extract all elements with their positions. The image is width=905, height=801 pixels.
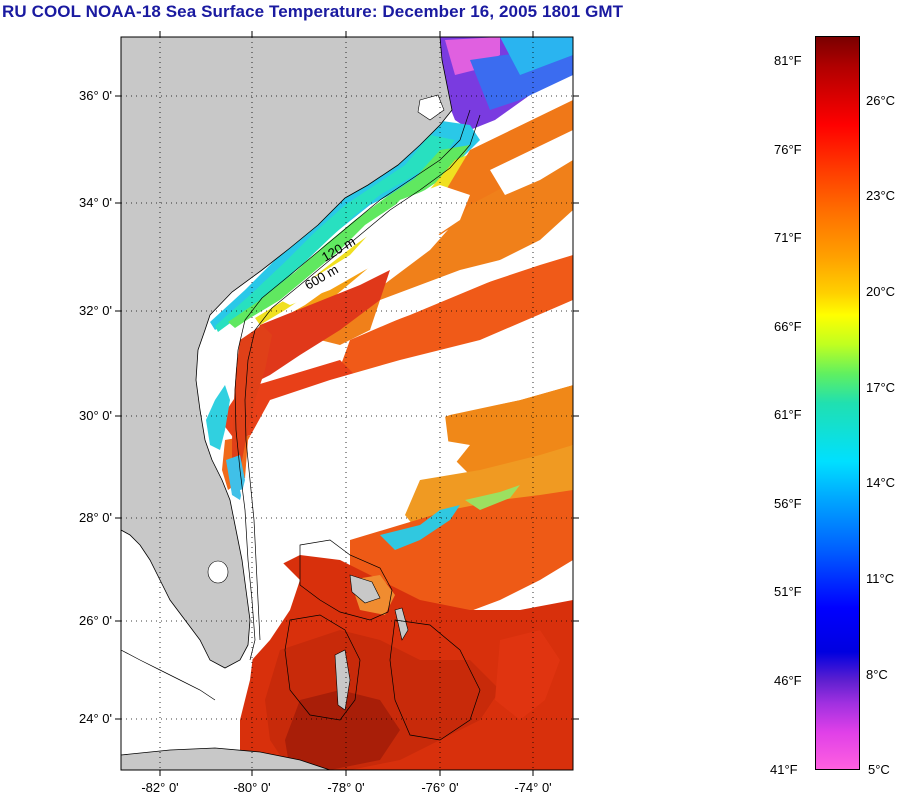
isobath-contours (121, 109, 481, 741)
colorbar-c-label: 20°C (866, 284, 896, 299)
lon-label: -80° 0' (233, 780, 270, 795)
lat-label: 34° 0' (79, 195, 112, 210)
colorbar-f-label: 71°F (774, 230, 802, 245)
grid-lines (121, 37, 573, 770)
axis-ticks (115, 31, 579, 776)
colorbar-c-label: 11°C (866, 571, 895, 586)
lon-label: -78° 0' (327, 780, 364, 795)
lat-label: 24° 0' (79, 711, 112, 726)
colorbar-f-label: 51°F (774, 584, 802, 599)
lat-label: 36° 0' (79, 88, 112, 103)
lat-label: 26° 0' (79, 613, 112, 628)
lat-label: 28° 0' (79, 510, 112, 525)
colorbar-f-label: 66°F (774, 319, 802, 334)
lon-label: -82° 0' (141, 780, 178, 795)
map-border (120, 36, 574, 771)
lon-label: -76° 0' (421, 780, 458, 795)
lon-label: -74° 0' (514, 780, 551, 795)
colorbar-f-label: 61°F (774, 407, 802, 422)
colorbar-f-label: 46°F (774, 673, 802, 688)
page-title: RU COOL NOAA-18 Sea Surface Temperature:… (2, 2, 624, 21)
colorbar-c-label: 26°C (866, 93, 896, 108)
colorbar-c-label: 8°C (866, 667, 888, 682)
colorbar-c-label: 17°C (866, 380, 896, 395)
lat-label: 32° 0' (79, 303, 112, 318)
land-mass (121, 37, 453, 770)
colorbar-f-label: 81°F (774, 53, 802, 68)
colorbar-c-label: 14°C (866, 475, 896, 490)
colorbar-c-label: 23°C (866, 188, 896, 203)
colorbar-f-label: 76°F (774, 142, 802, 157)
lat-label: 30° 0' (79, 408, 112, 423)
colorbar-c-label: 5°C (868, 762, 890, 777)
colorbar-f-label: 56°F (774, 496, 802, 511)
colorbar-f-label: 41°F (770, 762, 798, 777)
temperature-colorbar (815, 36, 860, 770)
